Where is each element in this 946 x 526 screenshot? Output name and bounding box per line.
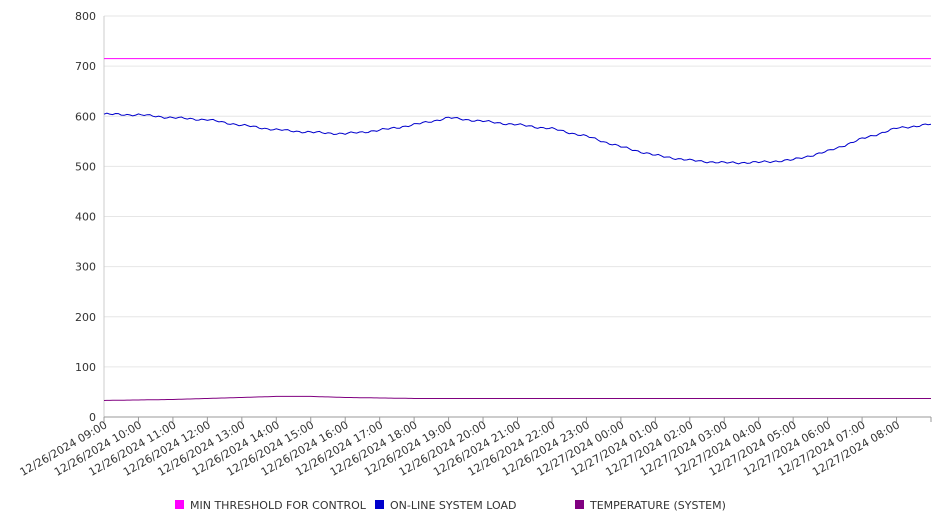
y-tick-label: 600: [75, 110, 96, 123]
y-axis-ticks: 0 100 200 300 400 500 600 700 800: [75, 10, 96, 424]
y-tick-label: 0: [89, 411, 96, 424]
legend: MIN THRESHOLD FOR CONTROL ON-LINE SYSTEM …: [175, 499, 726, 512]
y-tick-label: 300: [75, 261, 96, 274]
y-tick-label: 400: [75, 211, 96, 224]
legend-swatch: [375, 500, 384, 509]
legend-label: TEMPERATURE (SYSTEM): [589, 499, 726, 512]
y-tick-label: 100: [75, 361, 96, 374]
legend-swatch: [575, 500, 584, 509]
legend-swatch: [175, 500, 184, 509]
series-lines: [103, 58, 932, 401]
y-tick-label: 800: [75, 10, 96, 23]
legend-label: MIN THRESHOLD FOR CONTROL: [190, 499, 367, 512]
series-line: [103, 395, 931, 401]
series-line: [103, 112, 932, 165]
y-tick-label: 500: [75, 160, 96, 173]
y-tick-label: 700: [75, 60, 96, 73]
grid: [104, 15, 931, 368]
y-tick-label: 200: [75, 311, 96, 324]
legend-label: ON-LINE SYSTEM LOAD: [390, 499, 516, 512]
